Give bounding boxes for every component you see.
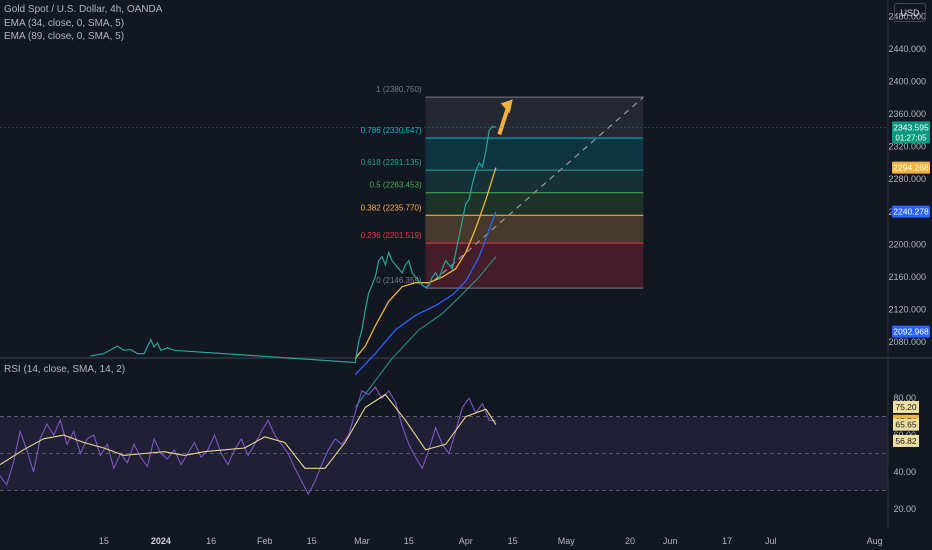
fib-trend-line	[425, 96, 644, 289]
time-label-9: May	[558, 536, 576, 546]
time-label-7: Apr	[459, 536, 473, 546]
rsi-label-3: 56.82	[895, 436, 917, 446]
currency-button[interactable]: USD	[894, 3, 926, 22]
time-label-8: 15	[508, 536, 518, 546]
price-tick-10: 2080.000	[888, 337, 926, 347]
fib-zone-5	[425, 243, 644, 289]
rsi-tick-0: 80.00	[893, 393, 916, 403]
fib-label-6: 0 (2146.359)	[376, 276, 422, 285]
projection-arrow-head	[500, 99, 513, 114]
symbol-legend[interactable]: Gold Spot / U.S. Dollar, 4h, OANDA	[4, 4, 163, 15]
price-tick-5: 2280.000	[888, 174, 926, 184]
rsi-label-0: 75.20	[895, 402, 917, 412]
fib-label-3: 0.5 (2263.453)	[370, 181, 422, 190]
time-label-6: 15	[404, 536, 414, 546]
price-tick-7: 2200.000	[888, 239, 926, 249]
ema34-line	[354, 167, 497, 359]
countdown-label: 01:27:05	[895, 133, 927, 142]
time-label-14: Aug	[867, 536, 883, 546]
time-label-0: 15	[99, 536, 109, 546]
fib-label-1: 0.786 (2330.547)	[361, 126, 422, 135]
price-label-bg-2	[892, 205, 930, 218]
time-label-3: Feb	[257, 536, 273, 546]
ema89-line	[354, 211, 497, 376]
price-label-1: 2294.268	[893, 163, 929, 173]
price-tick-8: 2160.000	[888, 272, 926, 282]
time-label-12: 17	[722, 536, 732, 546]
price-label-3: 2092.968	[893, 327, 929, 337]
ema34-legend[interactable]: EMA (34, close, 0, SMA, 5)	[4, 18, 125, 29]
fib-zone-2	[425, 170, 644, 193]
price-tick-1: 2440.000	[888, 44, 926, 54]
price-label-2: 2240.278	[893, 207, 929, 217]
rsi-label-2: 65.65	[895, 420, 917, 430]
fib-label-4: 0.382 (2235.770)	[361, 203, 422, 212]
time-label-5: Mar	[354, 536, 370, 546]
rsi-tick-3: 20.00	[893, 504, 916, 514]
rsi-label-bg-2	[893, 418, 919, 431]
ema-long-line	[354, 256, 497, 408]
ema89-legend[interactable]: EMA (89, close, 0, SMA, 5)	[4, 31, 125, 42]
price-tick-0: 2480.000	[888, 11, 926, 21]
price-label-bg-0	[892, 121, 930, 144]
rsi-ma-line	[0, 393, 497, 469]
price-label-bg-3	[892, 325, 930, 338]
time-label-11: Jun	[663, 536, 678, 546]
price-tick-9: 2120.000	[888, 305, 926, 315]
price-tick-3: 2360.000	[888, 109, 926, 119]
time-label-1: 2024	[151, 536, 171, 546]
time-label-2: 16	[206, 536, 216, 546]
fib-label-0: 1 (2380.750)	[376, 85, 422, 94]
fib-zone-1	[425, 138, 644, 171]
rsi-label-bg-0	[893, 401, 919, 414]
price-line	[90, 125, 497, 364]
time-label-10: 20	[625, 536, 635, 546]
fib-zone-3	[425, 192, 644, 216]
fib-zone-0	[425, 97, 644, 139]
rsi-legend[interactable]: RSI (14, close, SMA, 14, 2)	[4, 364, 126, 375]
rsi-label-bg-3	[893, 434, 919, 447]
rsi-tick-2: 40.00	[893, 467, 916, 477]
fib-label-5: 0.236 (2201.519)	[361, 231, 422, 240]
price-tick-4: 2320.000	[888, 142, 926, 152]
price-label-bg-1	[892, 161, 930, 174]
time-label-4: 15	[307, 536, 317, 546]
price-label-0: 2343.595	[893, 122, 929, 132]
price-tick-2: 2400.000	[888, 76, 926, 86]
time-label-13: Jul	[765, 536, 777, 546]
rsi-line	[0, 386, 496, 496]
fib-label-2: 0.618 (2291.135)	[361, 158, 422, 167]
